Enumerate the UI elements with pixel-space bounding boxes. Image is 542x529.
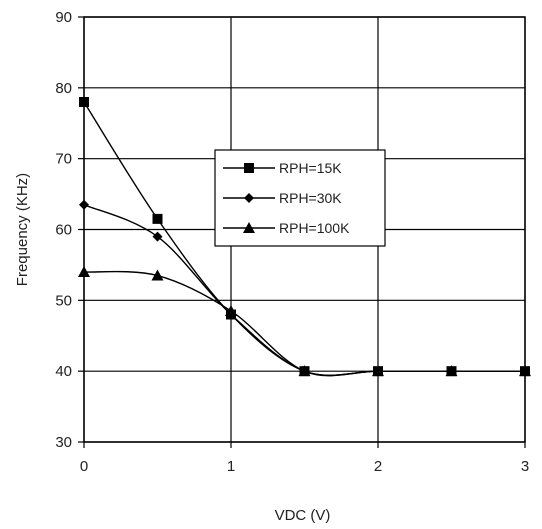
x-tick-label: 1 xyxy=(227,458,235,475)
y-tick-label: 90 xyxy=(55,9,72,26)
y-tick-label: 40 xyxy=(55,363,72,380)
y-tick-label: 70 xyxy=(55,151,72,168)
y-axis-label: Frequency (KHz) xyxy=(14,173,31,286)
series-line xyxy=(83,270,525,377)
legend-swatch-marker xyxy=(244,193,254,203)
data-point xyxy=(225,304,237,316)
x-axis-label: VDC (V) xyxy=(275,507,331,524)
data-point xyxy=(79,199,89,210)
data-point xyxy=(445,365,458,377)
data-point xyxy=(152,213,163,224)
legend-label: RPH=30K xyxy=(279,190,342,206)
x-tick-label: 2 xyxy=(374,458,382,475)
y-tick-label: 30 xyxy=(55,434,72,451)
axis-ticks: 30 40 50 60 70 80 90 0 1 2 3 xyxy=(55,9,529,475)
series-group xyxy=(78,97,531,377)
y-tick-label: 60 xyxy=(55,222,72,239)
legend-swatch-marker xyxy=(243,222,255,233)
legend-swatch-marker xyxy=(244,163,254,173)
data-point xyxy=(298,365,311,377)
x-tick-label: 3 xyxy=(521,458,529,475)
series-rph-100k xyxy=(78,266,531,377)
legend-label: RPH=100K xyxy=(279,220,350,236)
data-point xyxy=(78,266,90,277)
data-point xyxy=(519,365,531,377)
y-tick-label: 50 xyxy=(55,292,72,309)
x-tick-label: 0 xyxy=(80,458,88,475)
data-point xyxy=(79,97,89,107)
legend: RPH=15K RPH=30K RPH=100K xyxy=(214,149,386,247)
data-point xyxy=(151,269,164,281)
y-tick-label: 80 xyxy=(55,80,72,97)
legend-label: RPH=15K xyxy=(279,160,342,176)
data-point xyxy=(372,365,384,377)
data-point xyxy=(152,231,163,242)
